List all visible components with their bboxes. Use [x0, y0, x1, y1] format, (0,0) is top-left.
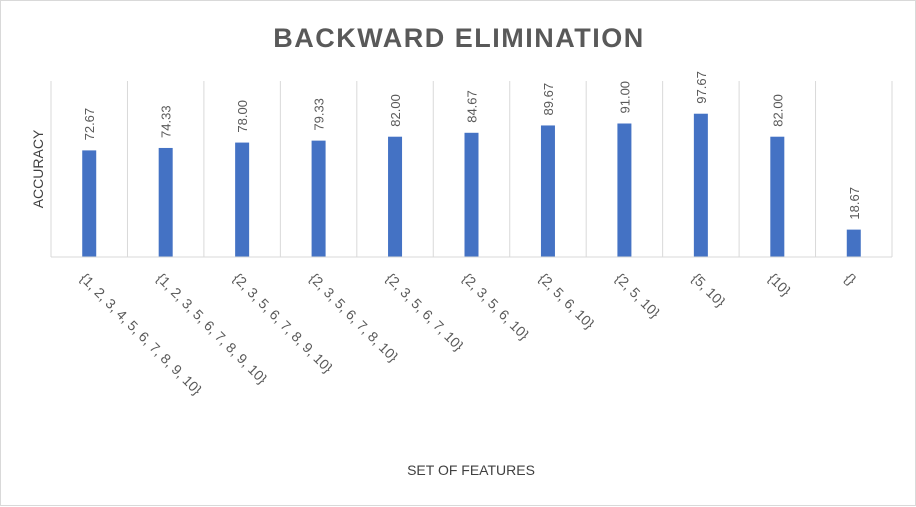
category-tick-label: {2, 3, 5, 6, 7, 10}	[383, 270, 467, 354]
category-tick-label: {5, 10}	[689, 270, 729, 310]
bar	[158, 147, 173, 257]
y-axis-title: ACCURACY	[30, 129, 46, 208]
bar	[540, 125, 555, 258]
bar	[388, 136, 403, 257]
data-label: 91.00	[617, 81, 632, 114]
data-label: 97.67	[694, 71, 709, 104]
data-label: 82.00	[770, 94, 785, 127]
bar-series	[82, 113, 861, 258]
data-labels: 72.67 74.33 78.00 79.33 82.00 84.67 89.67 91.00…	[82, 71, 862, 219]
category-tick-labels: {1, 2, 3, 4, 5, 6, 7, 8, 9, 10}{1, 2, 3,…	[77, 270, 860, 398]
data-label: 84.67	[465, 90, 480, 123]
grid-lines	[50, 81, 893, 257]
chart-title: BACKWARD ELIMINATION	[273, 23, 644, 53]
data-label: 79.33	[312, 98, 327, 131]
bar	[846, 229, 861, 257]
bar	[464, 132, 479, 257]
category-tick-label: {1, 2, 3, 4, 5, 6, 7, 8, 9, 10}	[77, 270, 205, 398]
bar	[693, 113, 708, 257]
bar	[770, 136, 785, 257]
bar	[311, 140, 326, 257]
category-tick-label: {}	[842, 270, 860, 288]
data-label: 74.33	[159, 105, 174, 138]
x-axis-title: SET OF FEATURES	[407, 462, 535, 478]
data-label: 18.67	[847, 187, 862, 220]
data-label: 82.00	[388, 94, 403, 127]
bar	[82, 150, 97, 257]
category-tick-label: {2, 3, 5, 6, 10}	[459, 270, 532, 343]
data-label: 78.00	[235, 100, 250, 133]
data-label: 72.67	[82, 108, 97, 141]
data-label: 89.67	[541, 83, 556, 116]
category-tick-label: {2, 5, 6, 10}	[536, 270, 598, 332]
bar	[617, 123, 632, 258]
category-tick-label: {2, 5, 10}	[612, 270, 663, 321]
category-tick-label: {10}	[765, 270, 794, 299]
bar	[235, 142, 250, 257]
